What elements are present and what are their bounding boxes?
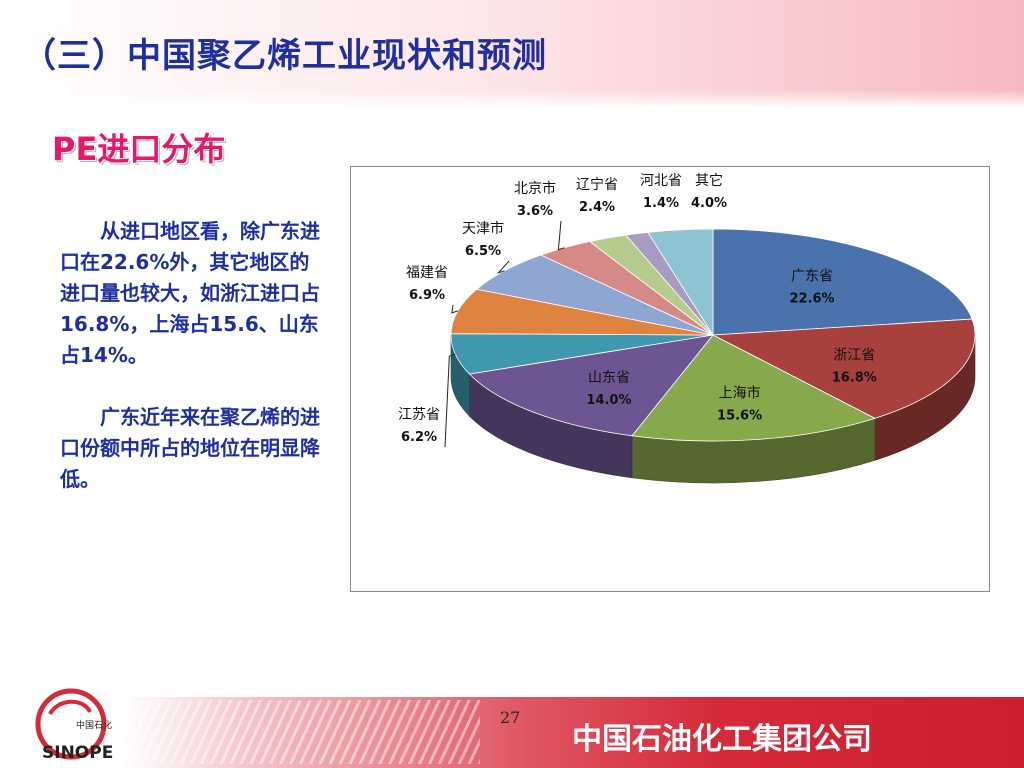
pie-chart-frame: 广东省 22.6% 浙江省 16.8% 上海市 15.6% 山东省 14.0% 江苏省 6.2% 福… bbox=[350, 166, 990, 592]
pie-slice-5 bbox=[450, 288, 714, 336]
footer-decoration bbox=[120, 700, 480, 764]
slide-subtitle: PE进口分布 bbox=[52, 130, 226, 168]
pie-label-9: 河北省 bbox=[640, 173, 682, 189]
pie-value-5: 6.9% bbox=[409, 288, 445, 303]
pie-value-4: 6.2% bbox=[401, 430, 437, 445]
leader-line-7 bbox=[557, 220, 565, 251]
paragraph-2: 广东近年来在聚乙烯的进口份额中所占的地位在明显降低。 bbox=[60, 405, 320, 491]
pie-value-6: 6.5% bbox=[465, 244, 501, 259]
pie-slices bbox=[450, 228, 976, 442]
pie-slice-0 bbox=[712, 228, 973, 336]
svg-text:SINOPEC: SINOPEC bbox=[42, 743, 114, 763]
slide-title: （三）中国聚乙烯工业现状和预测 bbox=[22, 36, 547, 76]
leader-line-6 bbox=[496, 260, 510, 274]
pie-value-7: 3.6% bbox=[517, 204, 553, 219]
pie-label-8: 辽宁省 bbox=[576, 176, 618, 193]
body-text: 从进口地区看，除广东进口在22.6%外，其它地区的进口量也较大，如浙江进口占16… bbox=[60, 216, 320, 495]
pie-label-1: 浙江省 bbox=[833, 348, 875, 364]
leader-line-4 bbox=[444, 353, 456, 448]
pie-slice-2 bbox=[631, 334, 876, 442]
company-name: 中国石油化工集团公司 bbox=[572, 722, 872, 757]
pie-value-0: 22.6% bbox=[789, 291, 834, 306]
pie-slice-1 bbox=[711, 318, 976, 419]
page-number: 27 bbox=[500, 708, 521, 727]
pie-label-6: 天津市 bbox=[462, 220, 504, 237]
pie-value-2: 15.6% bbox=[717, 409, 762, 424]
pie-slice-10 bbox=[647, 228, 714, 337]
pie-slice-3 bbox=[468, 334, 714, 437]
header-band bbox=[0, 0, 1024, 108]
pie-label-10: 其它 bbox=[695, 172, 723, 189]
pie-label-7: 北京市 bbox=[514, 180, 556, 197]
pie-chart: 广东省 22.6% 浙江省 16.8% 上海市 15.6% 山东省 14.0% 江苏省 6.2% 福… bbox=[398, 172, 976, 484]
pie-value-10: 4.0% bbox=[691, 196, 727, 211]
leader-line-5 bbox=[451, 304, 459, 314]
pie-value-9: 1.4% bbox=[643, 196, 679, 211]
pie-labels: 广东省 22.6% 浙江省 16.8% 上海市 15.6% 山东省 14.0% 江苏省 6.2% 福… bbox=[398, 172, 877, 448]
paragraph-1: 从进口地区看，除广东进口在22.6%外，其它地区的进口量也较大，如浙江进口占16… bbox=[60, 219, 320, 367]
svg-text:中国石化: 中国石化 bbox=[76, 719, 112, 731]
footer-band bbox=[0, 697, 1024, 768]
pie-value-8: 2.4% bbox=[579, 200, 615, 215]
pie-value-3: 14.0% bbox=[586, 393, 631, 408]
pie-label-4: 江苏省 bbox=[398, 407, 440, 423]
pie-label-5: 福建省 bbox=[406, 265, 448, 281]
pie-label-2: 上海市 bbox=[719, 385, 761, 402]
pie-value-1: 16.8% bbox=[832, 371, 877, 386]
pie-label-0: 广东省 bbox=[791, 268, 833, 284]
pie-label-3: 山东省 bbox=[588, 370, 630, 386]
sinopec-logo: 中国石化 SINOPEC bbox=[35, 688, 114, 763]
